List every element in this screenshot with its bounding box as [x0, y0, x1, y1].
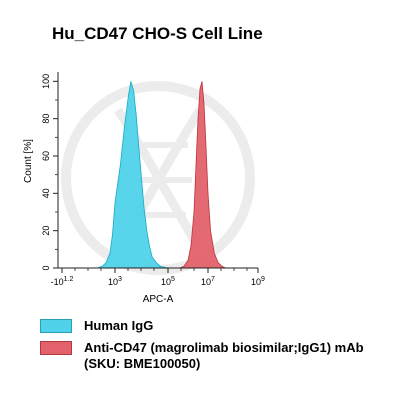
series-layer — [97, 81, 226, 269]
y-tick-label: 0 — [41, 265, 51, 270]
legend-swatch-anti-cd47 — [40, 341, 72, 355]
y-tick-label: 20 — [41, 226, 51, 236]
x-axis-label: APC-A — [143, 294, 174, 305]
legend-label-anti-cd47: Anti-CD47 (magrolimab biosimilar;IgG1) m… — [84, 340, 364, 371]
x-tick-label: -101.2 — [51, 276, 74, 287]
y-tick-label: 60 — [41, 151, 51, 161]
y-tick-label: 100 — [41, 74, 51, 89]
series-area-anti-cd47 — [179, 81, 226, 269]
y-tick-label: 80 — [41, 114, 51, 124]
legend-label-human-igg: Human IgG — [84, 318, 154, 333]
x-tick-label: 107 — [201, 276, 215, 287]
axes-layer: 0 20 40 60 80 100 -101.2 103 105 107 109 — [41, 72, 265, 287]
series-area-human-igg — [97, 81, 169, 269]
x-tick-label: 103 — [108, 276, 122, 287]
x-tick-label: 105 — [161, 276, 175, 287]
y-tick-label: 40 — [41, 188, 51, 198]
page-title: Hu_CD47 CHO-S Cell Line — [52, 24, 263, 43]
legend-swatch-human-igg — [40, 319, 72, 333]
y-axis-label: Count [%] — [23, 139, 34, 183]
x-tick-label: 109 — [251, 276, 265, 287]
watermark-ring — [61, 81, 255, 275]
watermark-logo — [61, 81, 255, 275]
